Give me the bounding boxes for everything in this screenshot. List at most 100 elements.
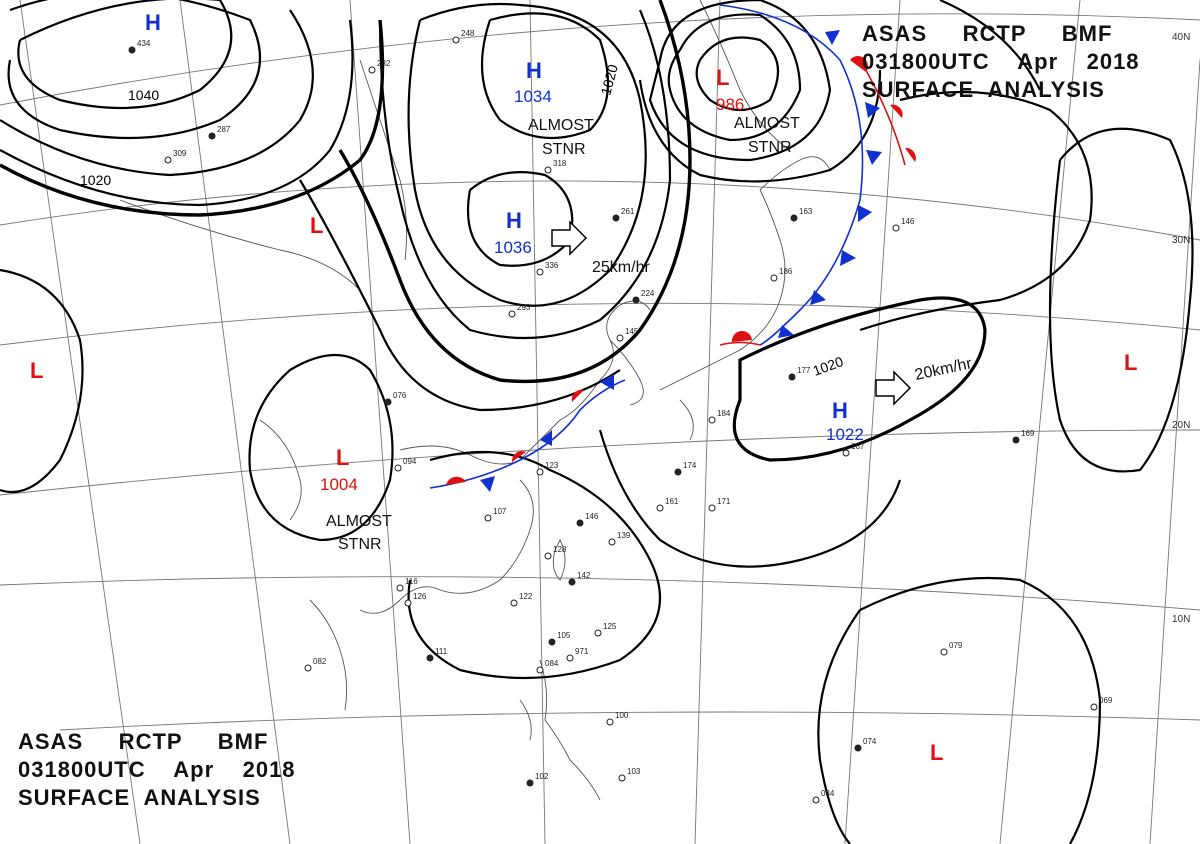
station-dot (426, 654, 434, 662)
low-west1-letter: L (310, 213, 323, 238)
movement-speed-1: 25km/hr (592, 259, 650, 276)
station-dot (404, 599, 412, 607)
lat-20n: 20N (1172, 420, 1190, 431)
header-bottom-left: ASAS RCTP BMF 031800UTC Apr 2018 SURFACE… (18, 728, 296, 812)
high-mongolia-value: 1034 (514, 87, 552, 106)
isobar-label-1020-north: 1020 (597, 62, 621, 96)
high-china-letter: H (506, 208, 522, 233)
station-dot (544, 552, 552, 560)
station-pressure: 074 (863, 737, 877, 746)
station-plot: 171 (708, 497, 731, 512)
station-dot (576, 519, 584, 527)
pressure-systems: H L L H 1034 H 1036 L 986 L 1004 H 1022 … (30, 10, 1137, 765)
station-dot (510, 599, 518, 607)
station-dot (616, 334, 624, 342)
station-pressure: 293 (517, 303, 531, 312)
station-plot: 084 (812, 789, 835, 804)
station-pressure: 971 (575, 647, 589, 656)
station-dot (566, 654, 574, 662)
high-pacific-letter: H (832, 398, 848, 423)
station-dot (536, 468, 544, 476)
station-pressure: 184 (717, 409, 731, 418)
station-dot (452, 36, 460, 44)
station-pressure: 100 (615, 711, 629, 720)
station-dot (892, 224, 900, 232)
low-west2-letter: L (30, 358, 43, 383)
coastlines (119, 0, 831, 801)
station-dot (1012, 436, 1020, 444)
station-pressure: 076 (393, 391, 407, 400)
station-dot (940, 648, 948, 656)
station-plot: 142 (568, 571, 591, 586)
front-system-southwest (429, 374, 626, 492)
station-dot (526, 779, 534, 787)
station-pressure: 232 (377, 59, 391, 68)
station-plot: 174 (674, 461, 697, 476)
station-dot (304, 664, 312, 672)
station-pressure: 116 (405, 577, 418, 586)
station-dot (594, 629, 602, 637)
station-plot: 069 (1090, 696, 1113, 711)
station-dot (608, 538, 616, 546)
station-dot (788, 373, 796, 381)
station-pressure: 105 (557, 631, 571, 640)
station-pressure: 287 (217, 125, 231, 134)
high-mongolia-letter: H (526, 58, 542, 83)
station-pressure: 434 (137, 39, 151, 48)
almost-stnr-3-line2: STNR (338, 536, 382, 553)
station-dot (394, 464, 402, 472)
station-plot: 261 (612, 207, 635, 222)
station-pressure: 167 (851, 442, 865, 451)
station-pressure: 139 (617, 531, 631, 540)
low-south-china-letter: L (336, 445, 349, 470)
station-pressure: 123 (545, 461, 559, 470)
station-pressure: 336 (545, 261, 559, 270)
header-bottom-line1: ASAS RCTP BMF (18, 729, 269, 754)
station-dot (544, 166, 552, 174)
station-dot (164, 156, 172, 164)
station-pressure: 309 (173, 149, 187, 158)
station-plot: 145 (616, 327, 639, 342)
station-dot (384, 398, 392, 406)
station-pressure: 084 (821, 789, 835, 798)
low-south-china-value: 1004 (320, 475, 358, 494)
station-dot (508, 310, 516, 318)
station-plot: 079 (940, 641, 963, 656)
station-pressure: 261 (621, 207, 635, 216)
station-dot (708, 504, 716, 512)
station-dot (632, 296, 640, 304)
header-top-right: ASAS RCTP BMF 031800UTC Apr 2018 SURFACE… (862, 20, 1140, 104)
station-pressure: 128 (553, 545, 567, 554)
station-dot (790, 214, 798, 222)
station-plot: 111 (426, 647, 448, 662)
station-plot: 971 (566, 647, 589, 662)
low-okhotsk-letter: L (716, 65, 729, 90)
station-dot (568, 578, 576, 586)
station-plot: 163 (790, 207, 813, 222)
station-plot: 186 (770, 267, 793, 282)
isobar-label-1040: 1040 (128, 87, 159, 103)
station-plot: 146 (892, 217, 915, 232)
high-pacific-value: 1022 (826, 425, 864, 444)
station-plot: 224 (632, 289, 655, 304)
station-plot: 107 (484, 507, 507, 522)
station-pressure: 318 (553, 159, 567, 168)
station-plot: 336 (536, 261, 559, 276)
station-plot: 103 (618, 767, 641, 782)
station-plot: 177 (788, 366, 811, 381)
low-okhotsk-value: 986 (716, 95, 744, 114)
station-pressure: 171 (717, 497, 731, 506)
header-top-line3: SURFACE ANALYSIS (862, 77, 1105, 102)
station-dot (368, 66, 376, 74)
station-plots: 434 232 248 287 309 318 261 336 293 224 145 094 076 1… (128, 29, 1113, 804)
station-plot: 167 (842, 442, 865, 457)
movement-arrows (551, 220, 912, 406)
high-nw-letter: H (145, 10, 161, 35)
station-plot: 232 (368, 59, 391, 74)
station-pressure: 145 (625, 327, 639, 336)
station-dot (770, 274, 778, 282)
station-pressure: 082 (313, 657, 327, 666)
header-bottom-line3: SURFACE ANALYSIS (18, 785, 261, 810)
